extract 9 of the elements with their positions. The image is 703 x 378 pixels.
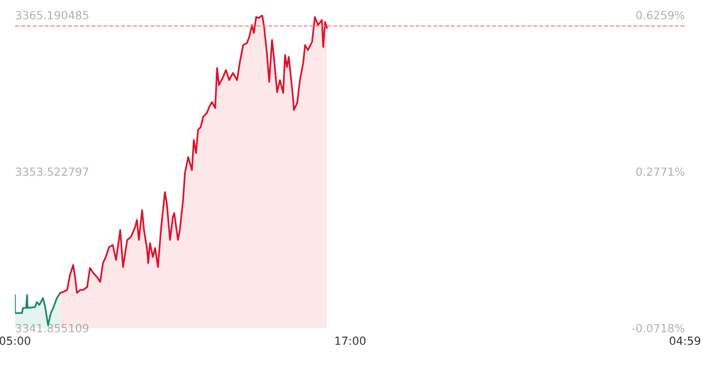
y2-tick-label: 0.6259% <box>636 10 684 20</box>
x-tick-label: 04:59 <box>670 336 700 345</box>
y2-tick-label: 0.2771% <box>636 167 684 176</box>
x-tick-label: 17:00 <box>335 336 366 345</box>
y-tick-label: 3353.522797 <box>16 167 88 176</box>
y-tick-label: 3365.190485 <box>16 10 88 20</box>
y2-tick-label: -0.0718% <box>632 324 684 332</box>
y-tick-label: 3341.855109 <box>16 324 88 332</box>
x-tick-label: 05:00 <box>0 336 30 345</box>
